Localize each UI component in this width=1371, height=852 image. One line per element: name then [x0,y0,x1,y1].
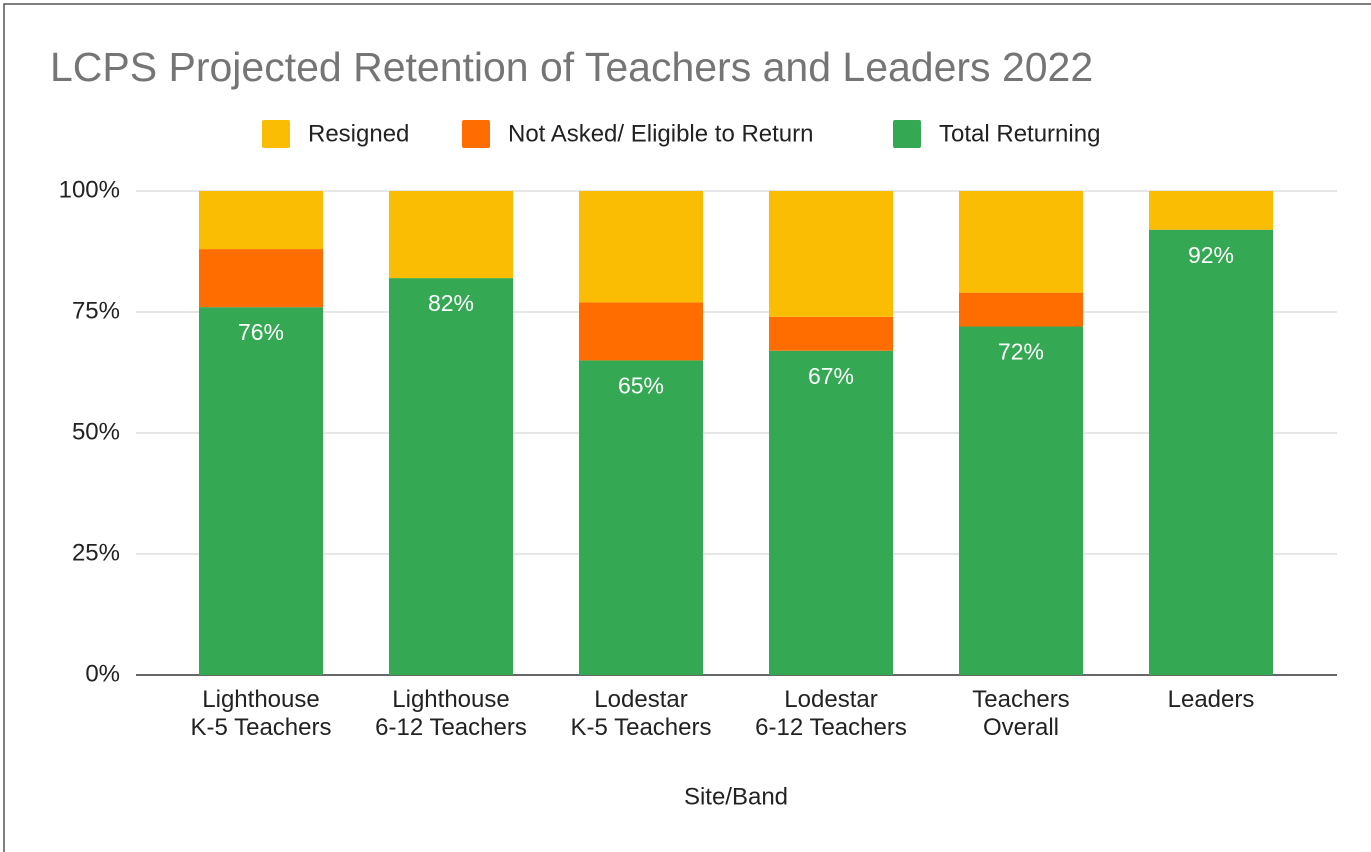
bar-segment [1149,191,1273,230]
data-label: 82% [428,290,474,316]
bar-segment [769,191,893,317]
x-tick-label: Lodestar K-5 Teachers [570,686,712,741]
bar-segment [579,191,703,303]
legend-swatch [262,120,290,148]
bar-segment [579,302,703,361]
x-tick-label: Lighthouse 6-12 Teachers [375,686,527,741]
bar-segment [959,292,1083,327]
legend-label: Resigned [308,120,409,147]
bar-segment [199,249,323,308]
legend-swatch [462,120,490,148]
y-tick-label: 25% [72,539,120,566]
bar-segment [199,191,323,250]
legend-label: Total Returning [939,120,1100,147]
y-tick-label: 0% [85,660,120,687]
bar-segment [199,307,323,675]
data-label: 72% [998,339,1044,365]
bar-segment [769,350,893,675]
bar-segment [389,191,513,279]
x-tick-label: Lighthouse K-5 Teachers [190,686,332,741]
x-tick-label: Leaders [1167,686,1255,713]
data-label: 67% [808,363,854,389]
legend-swatch [893,120,921,148]
bar-segment [959,191,1083,293]
legend-label: Not Asked/ Eligible to Return [508,120,814,147]
bar-segment [579,360,703,675]
y-tick-label: 75% [72,297,120,324]
bar-segment [389,278,513,675]
data-label: 92% [1188,242,1234,268]
data-label: 76% [238,319,284,345]
data-label: 65% [618,372,664,398]
y-tick-label: 100% [59,176,120,203]
bar-segment [959,326,1083,675]
y-tick-label: 50% [72,418,120,445]
chart-title: LCPS Projected Retention of Teachers and… [50,44,1093,90]
bar-segment [1149,229,1273,675]
bar-segment [769,316,893,351]
x-axis-title: Site/Band [684,783,788,810]
x-tick-label: Teachers Overall [972,686,1070,741]
x-tick-label: Lodestar 6-12 Teachers [755,686,907,741]
